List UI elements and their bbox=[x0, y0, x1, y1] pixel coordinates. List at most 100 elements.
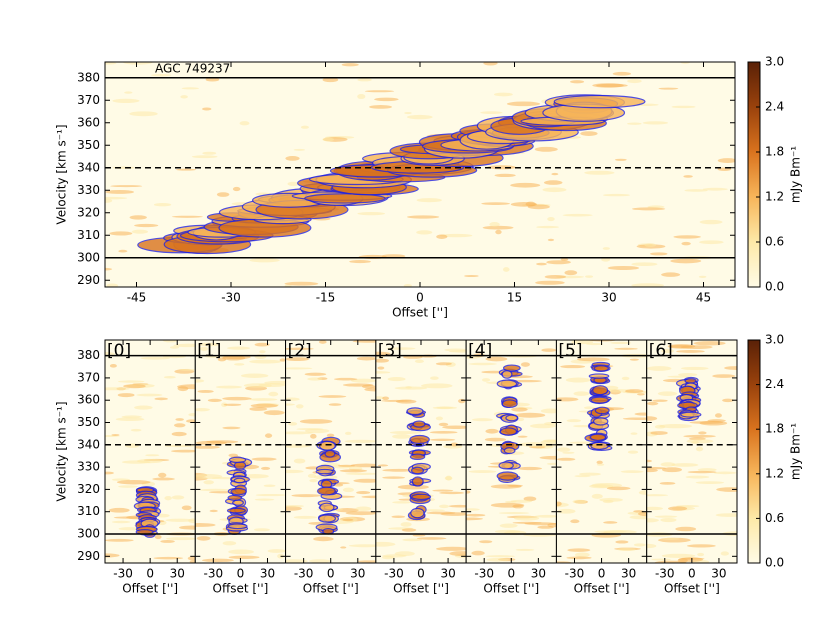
noise-blob bbox=[110, 185, 143, 188]
noise-blob bbox=[662, 537, 680, 540]
noise-blob bbox=[580, 131, 598, 136]
noise-blob bbox=[525, 201, 536, 207]
noise-blob bbox=[345, 511, 376, 516]
noise-blob bbox=[249, 258, 280, 263]
noise-blob bbox=[400, 522, 412, 527]
emission-blob bbox=[410, 507, 425, 519]
noise-blob bbox=[435, 416, 444, 421]
noise-blob bbox=[285, 504, 304, 508]
noise-blob bbox=[352, 340, 376, 343]
noise-blob bbox=[416, 537, 447, 540]
colorbar-tick-label: 0.6 bbox=[765, 235, 784, 249]
noise-blob bbox=[556, 397, 579, 402]
noise-blob bbox=[621, 376, 630, 381]
noise-blob bbox=[196, 536, 211, 541]
x-tick-label: 45 bbox=[696, 291, 711, 305]
noise-blob bbox=[401, 528, 417, 532]
noise-blob bbox=[480, 111, 503, 114]
noise-blob bbox=[515, 548, 535, 551]
noise-blob bbox=[485, 428, 499, 434]
emission-blob bbox=[501, 369, 513, 379]
noise-blob bbox=[536, 262, 547, 266]
noise-blob bbox=[187, 556, 196, 561]
y-tick-label: 330 bbox=[77, 460, 100, 474]
noise-blob bbox=[284, 284, 292, 287]
x-tick-label: -30 bbox=[221, 291, 241, 305]
noise-blob bbox=[356, 356, 376, 361]
noise-blob bbox=[217, 357, 227, 362]
noise-blob bbox=[180, 95, 188, 99]
noise-blob bbox=[637, 393, 645, 396]
noise-blob bbox=[129, 111, 158, 117]
noise-blob bbox=[426, 511, 456, 515]
noise-blob bbox=[349, 260, 371, 264]
emission bbox=[466, 348, 557, 562]
noise-blob bbox=[485, 356, 508, 362]
emission-blob bbox=[319, 440, 336, 451]
x-tick-label: 30 bbox=[440, 567, 455, 581]
noise-blob bbox=[207, 398, 222, 402]
emission-blob bbox=[230, 487, 247, 496]
noise-blob bbox=[255, 493, 286, 497]
noise-blob bbox=[439, 491, 465, 495]
noise-blob bbox=[660, 517, 677, 523]
noise-blob bbox=[337, 464, 356, 467]
noise-blob bbox=[471, 550, 485, 556]
noise-blob bbox=[494, 173, 516, 178]
noise-blob bbox=[111, 433, 120, 436]
noise-blob bbox=[650, 431, 668, 435]
emission bbox=[195, 342, 286, 563]
noise-blob bbox=[720, 551, 729, 556]
noise-blob bbox=[222, 426, 241, 430]
emission-blob bbox=[594, 406, 610, 415]
noise-blob bbox=[239, 121, 250, 126]
noise-blob bbox=[206, 440, 239, 444]
noise-blob bbox=[259, 350, 266, 354]
noise-blob bbox=[364, 90, 395, 93]
noise-blob bbox=[670, 258, 702, 264]
noise-blob bbox=[348, 544, 376, 548]
noise-blob bbox=[202, 151, 217, 155]
noise-blob bbox=[309, 559, 331, 563]
noise-blob bbox=[175, 168, 197, 171]
noise-blob bbox=[602, 193, 631, 197]
noise-blob bbox=[285, 431, 314, 435]
noise-blob bbox=[517, 417, 525, 422]
noise-blob bbox=[606, 486, 631, 491]
noise-blob bbox=[392, 434, 412, 439]
emission-blob bbox=[411, 476, 424, 487]
noise-blob bbox=[658, 87, 679, 90]
noise-blob bbox=[614, 158, 627, 161]
noise-blob bbox=[591, 493, 603, 499]
noise-blob bbox=[153, 556, 184, 560]
noise-blob bbox=[357, 560, 376, 563]
noise-blob bbox=[121, 415, 143, 419]
noise-blob bbox=[353, 478, 376, 483]
emission-blob bbox=[315, 468, 334, 475]
noise-blob bbox=[439, 233, 473, 238]
noise-blob bbox=[485, 555, 516, 558]
noise-blob bbox=[403, 355, 423, 359]
noise-blob bbox=[646, 494, 669, 497]
noise-blob bbox=[129, 215, 147, 220]
noise-blob bbox=[444, 476, 453, 481]
noise-blob bbox=[490, 484, 522, 489]
x-tick-label: -30 bbox=[474, 567, 494, 581]
noise-blob bbox=[435, 362, 452, 366]
noise-blob bbox=[322, 77, 339, 83]
noise-blob bbox=[222, 355, 246, 361]
noise-blob bbox=[145, 454, 160, 457]
x-axis-label: Offset [''] bbox=[392, 306, 448, 320]
noise-blob bbox=[109, 231, 133, 236]
noise-blob bbox=[216, 192, 230, 197]
noise-blob bbox=[318, 395, 347, 398]
noise-blob bbox=[659, 424, 693, 429]
noise-blob bbox=[285, 444, 311, 448]
noise-blob bbox=[429, 438, 456, 441]
noise-blob bbox=[547, 522, 557, 528]
noise-blob bbox=[627, 122, 642, 125]
x-axis-label: Offset [''] bbox=[393, 582, 449, 596]
noise-blob bbox=[249, 359, 282, 364]
noise-blob bbox=[698, 431, 707, 435]
